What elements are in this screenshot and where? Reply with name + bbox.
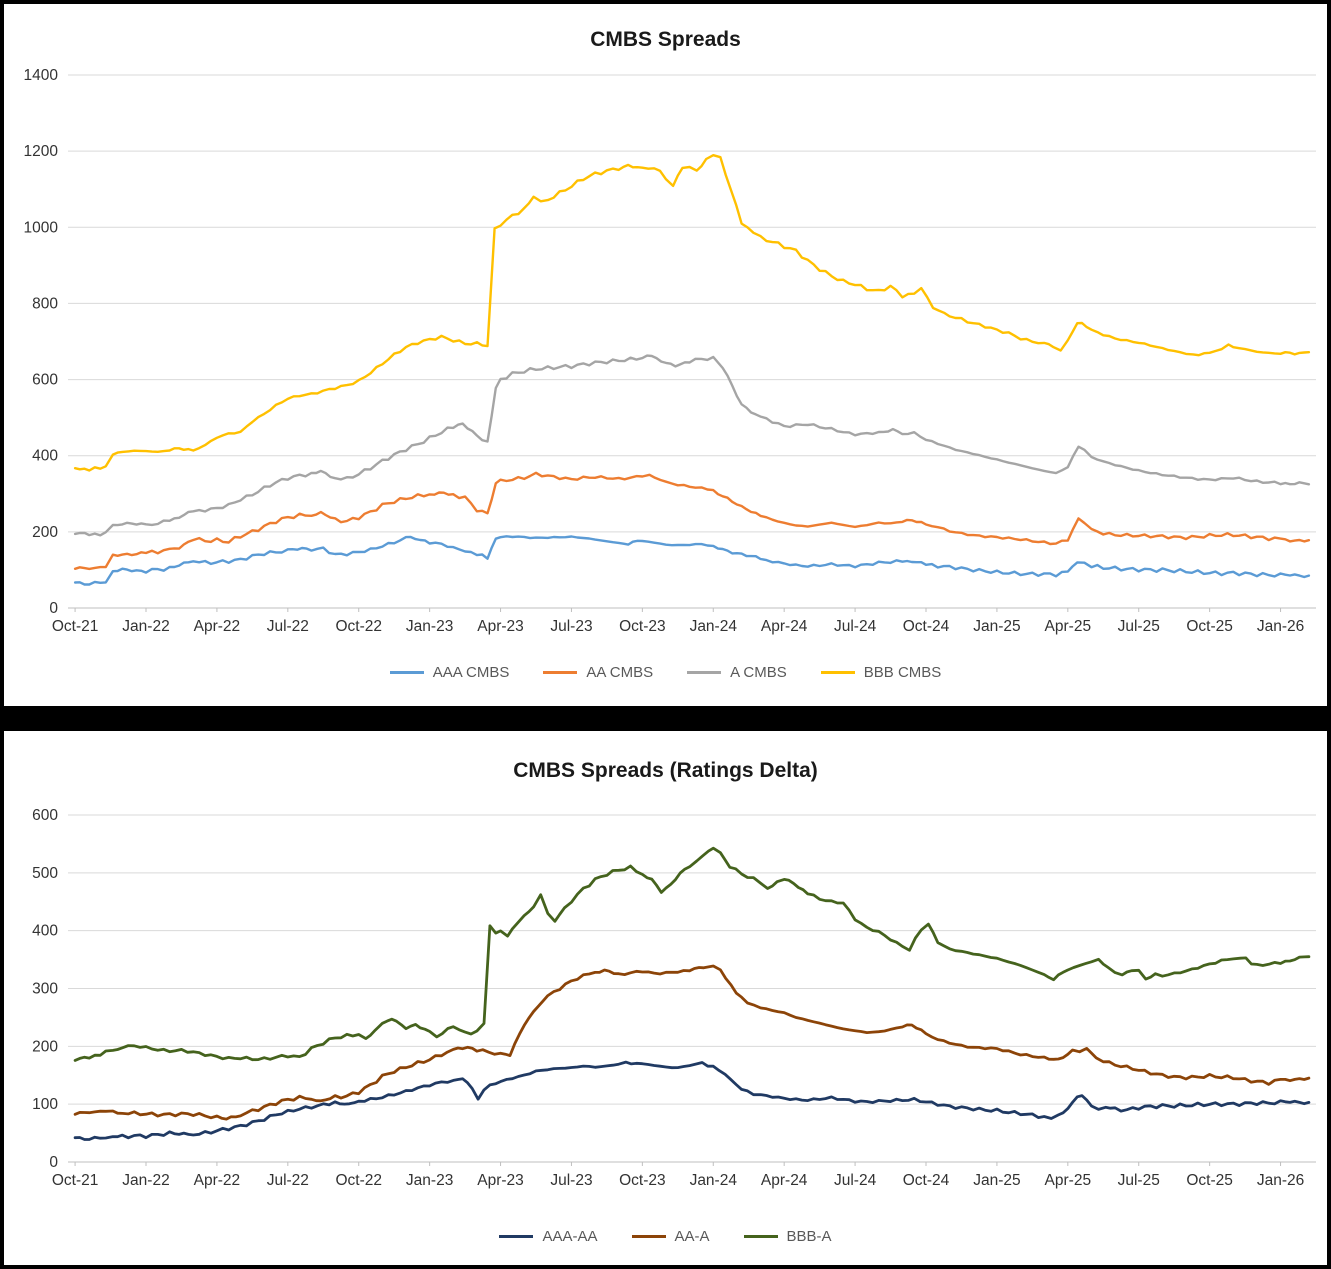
legend-item-aaa-aa: AAA-AA: [499, 1228, 598, 1245]
x-axis-tick-label: Apr-24: [761, 1172, 808, 1189]
legend-swatch: [687, 671, 722, 674]
chart-panel-cmbs-spreads: CMBS Spreads 0 200 400 600 800 1000 1200 1400 Oc…: [4, 4, 1327, 706]
legend-item-bbb-cmbs: BBB CMBS: [820, 664, 942, 681]
legend-label: A CMBS: [730, 664, 787, 681]
chart-panel-cmbs-ratings-delta: CMBS Spreads (Ratings Delta) 0 100 200 300 4…: [4, 731, 1327, 1265]
panel-separator: [0, 706, 1331, 731]
y-axis-tick-label: 400: [32, 923, 58, 940]
y-axis-tick-label: 0: [49, 600, 58, 617]
y-axis-tick-label: 1200: [24, 143, 59, 160]
x-axis-tick-label: Oct-25: [1186, 618, 1233, 635]
y-axis-tick-label: 0: [49, 1154, 58, 1171]
chart-title: CMBS Spreads (Ratings Delta): [513, 759, 818, 782]
x-axis-tick-label: Jul-24: [834, 618, 877, 635]
legend-label: AA CMBS: [586, 664, 654, 681]
series-line-aaa-aa: [73, 1060, 1311, 1141]
x-axis-tick-label: Oct-23: [619, 618, 666, 635]
legend-swatch: [543, 671, 578, 674]
y-axis-tick-label: 1400: [24, 67, 59, 84]
legend-item-a-cmbs: A CMBS: [687, 664, 787, 681]
legend-label: BBB CMBS: [863, 664, 942, 681]
x-axis-tick-label: Jan-23: [406, 618, 453, 635]
x-axis-tick-label: Jan-25: [973, 1172, 1020, 1189]
x-axis-tick-label: Oct-23: [619, 1172, 666, 1189]
legend-swatch: [389, 671, 424, 674]
x-axis-tick-label: Oct-22: [335, 1172, 382, 1189]
x-axis-tick-label: Jan-26: [1257, 1172, 1304, 1189]
x-axis-tick-label: Oct-25: [1186, 1172, 1233, 1189]
series-line-bbb-cmbs: [73, 153, 1311, 472]
x-axis-tick-label: Jan-25: [973, 618, 1020, 635]
series-line-a-cmbs: [73, 354, 1311, 537]
y-axis-tick-label: 200: [32, 524, 58, 541]
y-axis-tick-label: 300: [32, 981, 58, 998]
x-axis-tick-label: Oct-21: [52, 618, 99, 635]
x-axis-tick-label: Jul-25: [1118, 618, 1160, 635]
x-axis-tick-label: Jan-22: [122, 1172, 169, 1189]
x-axis-tick-label: Apr-25: [1045, 1172, 1092, 1189]
y-axis-tick-label: 100: [32, 1096, 58, 1113]
x-axis-tick-label: Jul-22: [267, 618, 309, 635]
y-axis-tick-label: 1000: [24, 219, 59, 236]
series-line-aaa-cmbs: [73, 535, 1311, 586]
x-axis-tick-label: Jan-26: [1257, 618, 1304, 635]
series-line-bbb-a: [73, 846, 1311, 1062]
series-line-aa-cmbs: [73, 471, 1311, 571]
legend-label: AAA-AA: [542, 1228, 598, 1245]
x-axis-tick-label: Oct-24: [903, 1172, 950, 1189]
y-axis-tick-label: 200: [32, 1038, 58, 1055]
x-axis-tick-label: Jul-22: [267, 1172, 309, 1189]
legend-item-aa-cmbs: AA CMBS: [543, 664, 653, 681]
x-axis-tick-label: Oct-22: [335, 618, 382, 635]
x-axis-tick-label: Jan-22: [122, 618, 169, 635]
cmbs-spreads-plot: 0 200 400 600 800 1000 1200 1400 Oct-21 Jan-22 Apr…: [24, 67, 1316, 635]
legend-swatch: [820, 671, 855, 674]
x-axis-tick-label: Jan-23: [406, 1172, 453, 1189]
x-axis-tick-label: Apr-22: [194, 1172, 241, 1189]
x-axis-tick-label: Jul-23: [550, 1172, 592, 1189]
x-axis-tick-label: Oct-21: [52, 1172, 99, 1189]
legend: AAA-AA AA-A BBB-A: [4, 1228, 1327, 1245]
legend-swatch: [499, 1235, 534, 1238]
x-axis-tick-label: Jan-24: [690, 618, 738, 635]
y-axis-tick-label: 500: [32, 865, 58, 882]
x-axis-tick-label: Apr-23: [477, 618, 524, 635]
legend-item-aaa-cmbs: AAA CMBS: [389, 664, 510, 681]
series-line-aa-a: [73, 964, 1311, 1121]
legend-label: AAA CMBS: [432, 664, 510, 681]
x-axis-tick-label: Apr-25: [1045, 618, 1092, 635]
x-axis-tick-label: Apr-23: [477, 1172, 524, 1189]
legend-swatch: [631, 1235, 666, 1238]
x-axis-tick-label: Jan-24: [690, 1172, 738, 1189]
x-axis-tick-label: Apr-24: [761, 618, 808, 635]
y-axis-tick-label: 600: [32, 807, 58, 824]
legend-swatch: [743, 1235, 778, 1238]
legend-item-aa-a: AA-A: [631, 1228, 710, 1245]
legend-item-bbb-a: BBB-A: [743, 1228, 832, 1245]
legend-label: AA-A: [674, 1228, 710, 1245]
y-axis-tick-label: 800: [32, 295, 58, 312]
legend-label: BBB-A: [786, 1228, 832, 1245]
cmbs-ratings-delta-plot: 0 100 200 300 400 500 600 Oct-21 Jan-22 Apr-22 Jul…: [32, 807, 1316, 1189]
x-axis-tick-label: Apr-22: [194, 618, 241, 635]
y-axis-tick-label: 400: [32, 448, 58, 465]
x-axis-tick-label: Jul-25: [1118, 1172, 1160, 1189]
legend: AAA CMBS AA CMBS A CMBS BBB CMBS: [4, 664, 1327, 681]
x-axis-tick-label: Jul-24: [834, 1172, 877, 1189]
x-axis-tick-label: Oct-24: [903, 618, 950, 635]
x-axis-tick-label: Jul-23: [550, 618, 592, 635]
y-axis-tick-label: 600: [32, 372, 58, 389]
chart-title: CMBS Spreads: [590, 28, 741, 51]
